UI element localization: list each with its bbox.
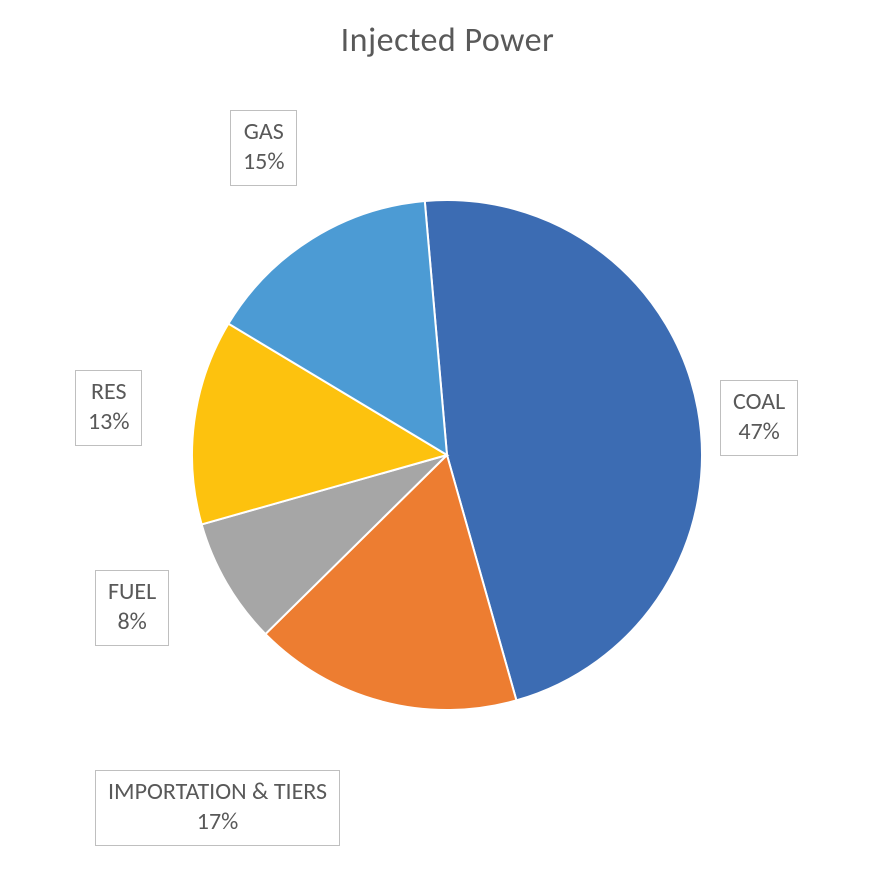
slice-label-percent: 17%: [108, 807, 327, 837]
slice-label-percent: 47%: [733, 417, 785, 447]
slice-label-importation-tiers: IMPORTATION & TIERS17%: [95, 770, 340, 846]
pie-chart: [192, 200, 702, 710]
chart-title: Injected Power: [0, 0, 895, 61]
slice-label-fuel: FUEL8%: [95, 570, 169, 646]
slice-label-name: RES: [88, 377, 129, 407]
slice-label-name: GAS: [243, 117, 284, 147]
slice-label-percent: 13%: [88, 407, 129, 437]
slice-label-name: COAL: [733, 387, 785, 417]
slice-label-name: IMPORTATION & TIERS: [108, 777, 327, 807]
slice-label-percent: 15%: [243, 147, 284, 177]
slice-label-coal: COAL47%: [720, 380, 798, 456]
chart-area: COAL47% IMPORTATION & TIERS17% FUEL8% RES13…: [0, 90, 895, 850]
slice-label-res: RES13%: [75, 370, 142, 446]
slice-label-percent: 8%: [108, 607, 156, 637]
slice-label-name: FUEL: [108, 577, 156, 607]
slice-label-gas: GAS15%: [230, 110, 297, 186]
